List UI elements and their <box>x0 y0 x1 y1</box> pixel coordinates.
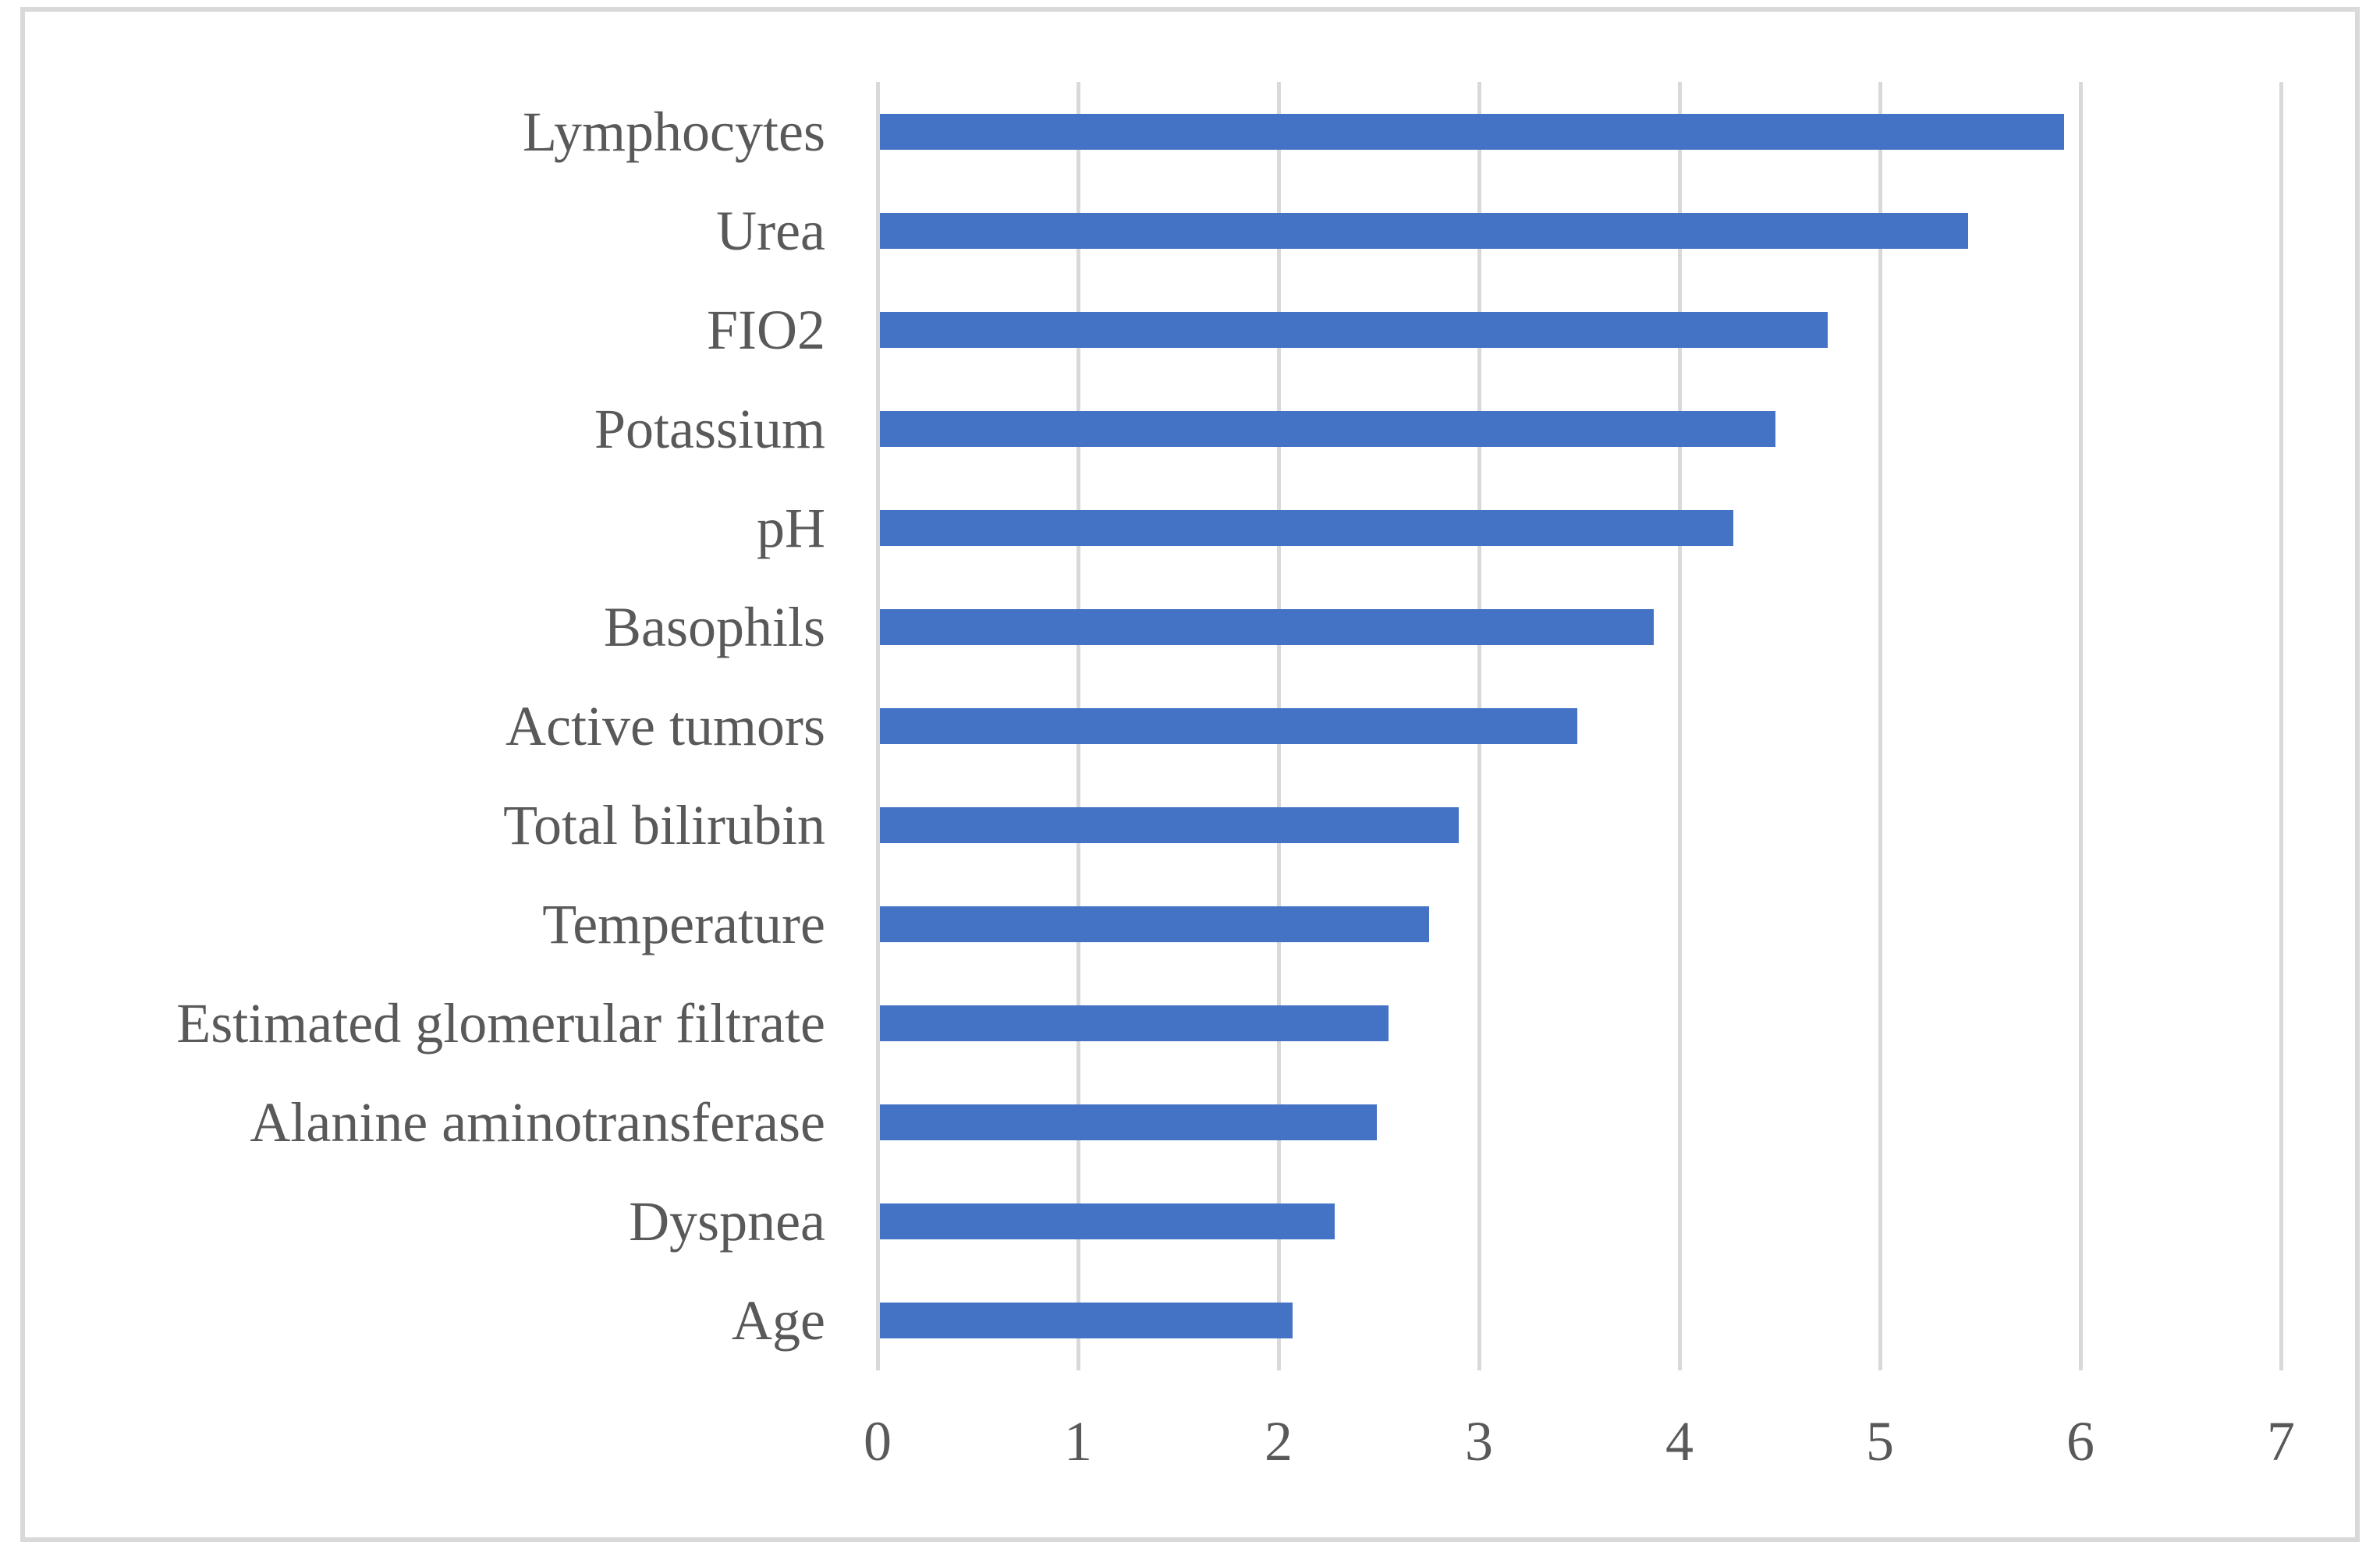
category-label: Urea <box>716 200 825 262</box>
gridline-x7 <box>2279 82 2283 1370</box>
category-label: Alanine aminotransferase <box>250 1091 825 1154</box>
x-tick-label: 0 <box>864 1410 892 1473</box>
category-label: Potassium <box>594 398 825 460</box>
gridline-x0 <box>876 82 880 1370</box>
category-label: Temperature <box>542 893 825 955</box>
category-label: Lymphocytes <box>523 101 825 163</box>
category-label: Active tumors <box>505 695 825 757</box>
bar <box>880 510 1733 546</box>
bar <box>880 312 1828 348</box>
bar <box>880 411 1775 447</box>
gridline-x4 <box>1678 82 1682 1370</box>
bar <box>880 213 1968 249</box>
bar <box>880 1005 1389 1041</box>
x-tick-label: 3 <box>1465 1410 1493 1473</box>
category-label: pH <box>757 497 825 559</box>
bar <box>880 609 1654 645</box>
bar <box>880 1303 1293 1338</box>
bar <box>880 708 1577 744</box>
category-label: Age <box>732 1289 825 1352</box>
x-tick-label: 6 <box>2066 1410 2094 1473</box>
bar <box>880 1203 1335 1239</box>
category-label: Dyspnea <box>629 1190 825 1253</box>
bar <box>880 114 2064 150</box>
x-tick-label: 2 <box>1264 1410 1293 1473</box>
category-label: FIO2 <box>706 299 825 361</box>
x-tick-label: 4 <box>1665 1410 1694 1473</box>
gridline-x5 <box>1878 82 1882 1370</box>
bar <box>880 906 1429 942</box>
bar <box>880 807 1459 843</box>
bar <box>880 1104 1377 1140</box>
x-tick-label: 7 <box>2267 1410 2295 1473</box>
gridline-x6 <box>2079 82 2083 1370</box>
category-label: Total bilirubin <box>503 794 825 856</box>
category-label: Estimated glomerular filtrate <box>176 992 825 1055</box>
category-label: Basophils <box>603 596 825 658</box>
x-tick-label: 1 <box>1064 1410 1092 1473</box>
x-tick-label: 5 <box>1866 1410 1894 1473</box>
